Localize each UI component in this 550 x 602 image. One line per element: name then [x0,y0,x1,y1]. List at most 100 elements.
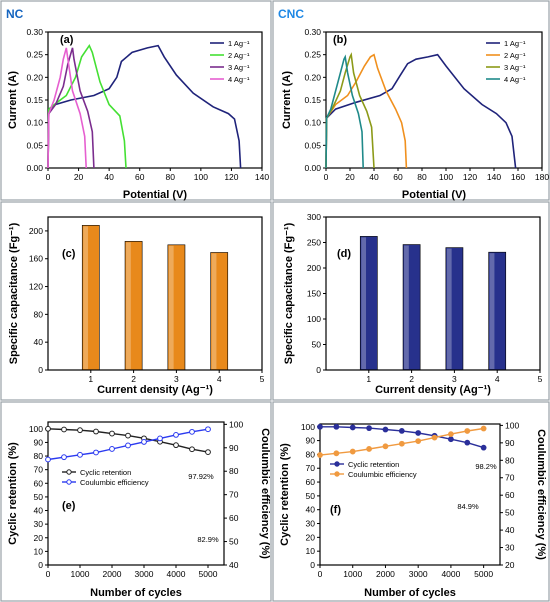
series-point-e-1 [205,449,211,455]
y2-tick-label-e: 90 [229,443,239,453]
x-axis-title-c: Current density (Ag⁻¹) [97,384,213,396]
y-tick-label-b: 0.10 [304,118,321,128]
y-tick-label-e: 60 [34,478,44,488]
x-tick-label-e: 4000 [167,569,186,579]
series-point-f-1 [349,424,356,431]
series-point-f-2 [431,434,438,441]
series-point-e-2 [205,426,211,433]
x-tick-label-f: 5000 [474,569,493,579]
x-tick-label-c: 4 [217,374,222,384]
y-tick-label-d: 100 [307,314,321,324]
panel-label-d: (d) [337,248,351,260]
series-point-e-1 [45,425,51,432]
series-point-f-1 [480,444,487,451]
panel-label-f: (f) [330,504,341,516]
annotation-e-2: 82.9% [197,535,219,544]
frame-a [0,0,272,201]
plot-area-f [319,423,501,566]
panel-label-a: (a) [60,34,74,46]
series-point-e-1 [109,430,115,437]
series-point-e-2 [173,431,179,438]
frame-b [272,0,550,201]
y-tick-label-c: 0 [38,365,43,375]
panel-e-chart: 0 1000 2000 3000 4000 5000 0 10 20 30 40 50 60 70 80 90… [7,419,271,599]
x-tick-label-e: 3000 [135,569,154,579]
y-tick-label-b: 0.00 [304,163,321,173]
y-tick-label-f: 60 [306,477,316,487]
series-point-e-2 [125,442,131,449]
y-tick-label-e: 10 [34,546,44,556]
series-point-f-1 [317,423,323,430]
y-tick-label-f: 40 [306,505,316,515]
series-line-b-3 [325,52,375,169]
bar-highlight-c-4 [211,253,217,369]
y-axis-title-b: Current (A) [281,71,293,129]
y-tick-label-b: 0.20 [304,72,321,82]
series-point-e-2 [45,456,51,463]
series-line-a-3 [47,47,95,169]
y-tick-label-f: 0 [310,560,315,570]
y2-tick-label-f: 90 [505,438,515,448]
x-axis-title-e: Number of cycles [90,587,182,599]
x-tick-label-a: 60 [135,172,145,182]
x-tick-label-b: 180 [535,172,549,182]
x-tick-label-b: 160 [511,172,525,182]
series-line-a-1 [47,44,242,169]
y2-tick-label-e: 50 [229,537,239,547]
series-line-e-1 [47,428,209,453]
legend-marker-f-2 [334,471,340,477]
series-point-f-1 [382,426,389,433]
x-tick-label-d: 2 [409,374,414,384]
frame-d [272,201,550,401]
series-point-e-1 [61,426,67,433]
x-tick-label-f: 4000 [441,569,460,579]
y-tick-label-a: 0.30 [26,27,43,37]
series-point-f-2 [366,446,372,452]
x-tick-label-b: 100 [439,172,453,182]
panel-a-chart: 0 20 40 60 80 100 120 140 0.00 0.05 0.10 0.15 0.20 0.… [7,27,269,201]
annotation-f-2: 84.9% [457,502,479,511]
y-tick-label-d: 300 [307,212,321,222]
legend-label-b-3: 3 Ag⁻¹ [504,63,526,72]
y-tick-label-e: 100 [29,424,43,434]
y-tick-label-e: 30 [34,519,44,529]
x-axis-title-d: Current density (Ag⁻¹) [375,384,491,396]
y-tick-label-d: 150 [307,289,321,299]
y-tick-label-d: 200 [307,263,321,273]
y-axis-title-e: Cyclic retention (%) [7,442,19,545]
bar-highlight-d-2 [404,245,409,369]
x-tick-label-e: 5000 [199,569,218,579]
x-tick-label-a: 0 [46,172,51,182]
y-tick-label-c: 80 [34,309,44,319]
bar-highlight-d-4 [489,253,495,369]
y2-tick-label-e: 40 [229,560,239,570]
y-tick-label-f: 20 [306,532,316,542]
series-point-e-2 [93,449,99,456]
y-tick-label-e: 0 [38,560,43,570]
legend-label-b-1: 1 Ag⁻¹ [504,39,526,48]
y-tick-label-b: 0.05 [304,140,321,150]
panel-c-chart: 1 2 3 4 5 0 40 80 120 160 200 Current density (Ag⁻¹… [8,216,265,396]
x-tick-label-f: 3000 [409,569,428,579]
y2-tick-label-e: 60 [229,513,239,523]
series-line-b-2 [325,53,408,169]
series-point-f-2 [333,450,340,457]
x-tick-label-f: 1000 [343,569,362,579]
x-tick-label-b: 20 [345,172,355,182]
series-point-f-2 [448,431,454,438]
x-tick-label-f: 2000 [376,569,395,579]
x-tick-label-d: 5 [538,374,543,384]
series-point-f-1 [448,436,454,443]
y-tick-label-a: 0.10 [26,118,43,128]
annotation-f-1: 98.2% [475,462,497,471]
y-tick-label-c: 160 [29,254,43,264]
y2-axis-title-f: Coulumbic efficiency (%) [535,429,547,560]
y-axis-title-c: Specific capacitance (Fg⁻¹) [8,222,20,364]
plot-area-d [325,216,541,371]
y2-tick-label-f: 30 [505,543,515,553]
series-point-f-1 [333,423,340,430]
series-point-f-2 [464,428,471,434]
bar-highlight-c-2 [126,242,131,369]
y-tick-label-c: 120 [29,282,43,292]
